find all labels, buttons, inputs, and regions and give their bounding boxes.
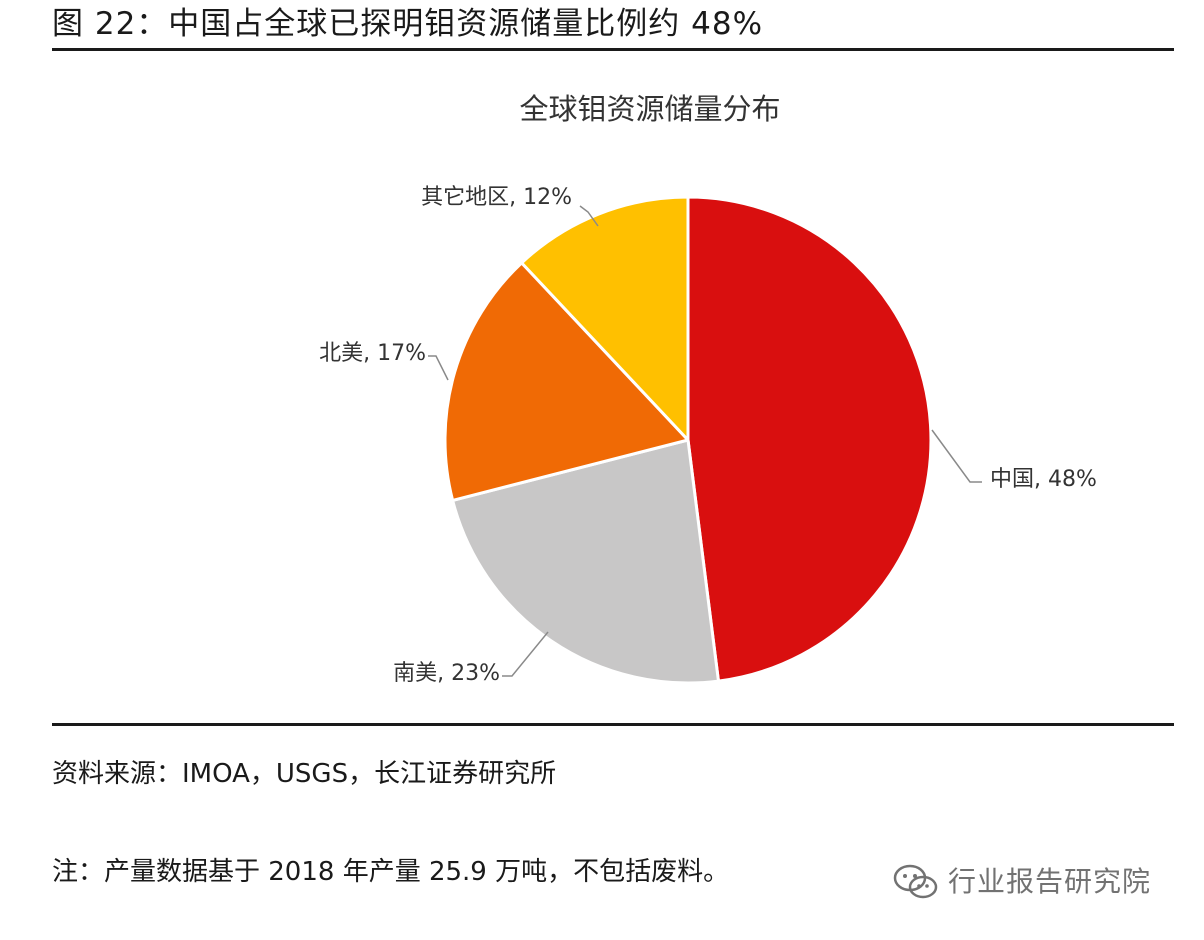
pie-slice	[686, 195, 933, 683]
chart-title: 全球钼资源储量分布	[519, 92, 780, 126]
slice-label: 南美, 23%	[393, 661, 500, 686]
slice-label: 中国, 48%	[990, 467, 1097, 492]
leader-line	[579, 205, 599, 227]
figure-title: 图 22：中国占全球已探明钼资源储量比例约 48%	[52, 6, 764, 42]
pie-chart: 全球钼资源储量分布 中国, 48% 南美, 23% 北美, 17% 其它地区, 12%	[319, 92, 1097, 686]
leader-line	[428, 355, 449, 381]
slice-label: 其它地区, 12%	[421, 185, 572, 210]
pie-slices	[443, 195, 933, 685]
top-divider	[52, 48, 1174, 51]
leader-line	[931, 429, 982, 483]
wechat-icon	[893, 864, 938, 899]
slice-label: 北美, 17%	[319, 341, 426, 366]
bottom-divider	[52, 723, 1174, 726]
watermark: 行业报告研究院	[892, 862, 1151, 902]
pie-slice	[451, 438, 720, 685]
slice-labels: 中国, 48% 南美, 23% 北美, 17% 其它地区, 12%	[319, 185, 1097, 686]
pie-slice	[443, 261, 690, 502]
footnote: 注：产量数据基于 2018 年产量 25.9 万吨，不包括废料。	[52, 857, 730, 887]
leader-lines	[428, 205, 982, 677]
watermark-text: 行业报告研究院	[948, 865, 1152, 898]
leader-line	[502, 631, 549, 677]
pie-slice	[520, 195, 690, 442]
source-note: 资料来源：IMOA，USGS，长江证券研究所	[52, 759, 557, 789]
